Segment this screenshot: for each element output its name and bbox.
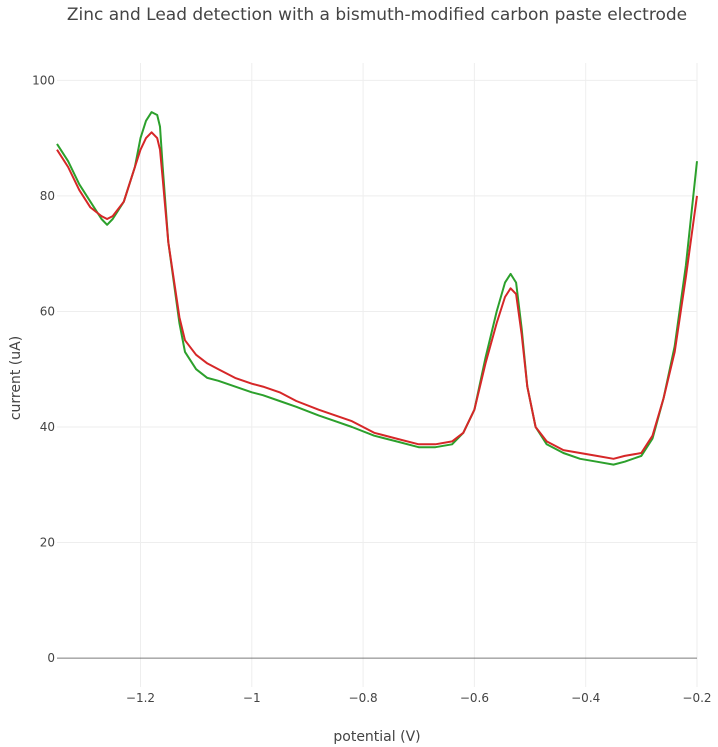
y-tick-label: 60	[40, 304, 55, 318]
x-tick-label: −1	[243, 691, 261, 705]
x-axis-title: potential (V)	[333, 729, 420, 745]
y-tick-label: 80	[40, 189, 55, 203]
y-tick-label: 0	[47, 651, 55, 665]
x-tick-label: −0.6	[460, 691, 489, 705]
x-axis-ticks: −1.2 −1 −0.8 −0.6 −0.4 −0.2	[126, 691, 712, 705]
grid-lines	[57, 63, 698, 687]
y-tick-label: 20	[40, 536, 55, 550]
y-tick-label: 100	[32, 73, 55, 87]
y-tick-label: 40	[40, 420, 55, 434]
x-tick-label: −0.8	[349, 691, 378, 705]
y-axis-ticks: 0 20 40 60 80 100	[32, 73, 55, 665]
y-axis-title: current (uA)	[8, 336, 24, 420]
x-tick-label: −1.2	[126, 691, 155, 705]
x-tick-label: −0.2	[682, 691, 711, 705]
x-tick-label: −0.4	[571, 691, 600, 705]
chart-title: Zinc and Lead detection with a bismuth-m…	[67, 5, 687, 25]
series-line-2	[56, 131, 698, 460]
series-layer	[56, 111, 698, 466]
series-line-1	[56, 111, 698, 466]
